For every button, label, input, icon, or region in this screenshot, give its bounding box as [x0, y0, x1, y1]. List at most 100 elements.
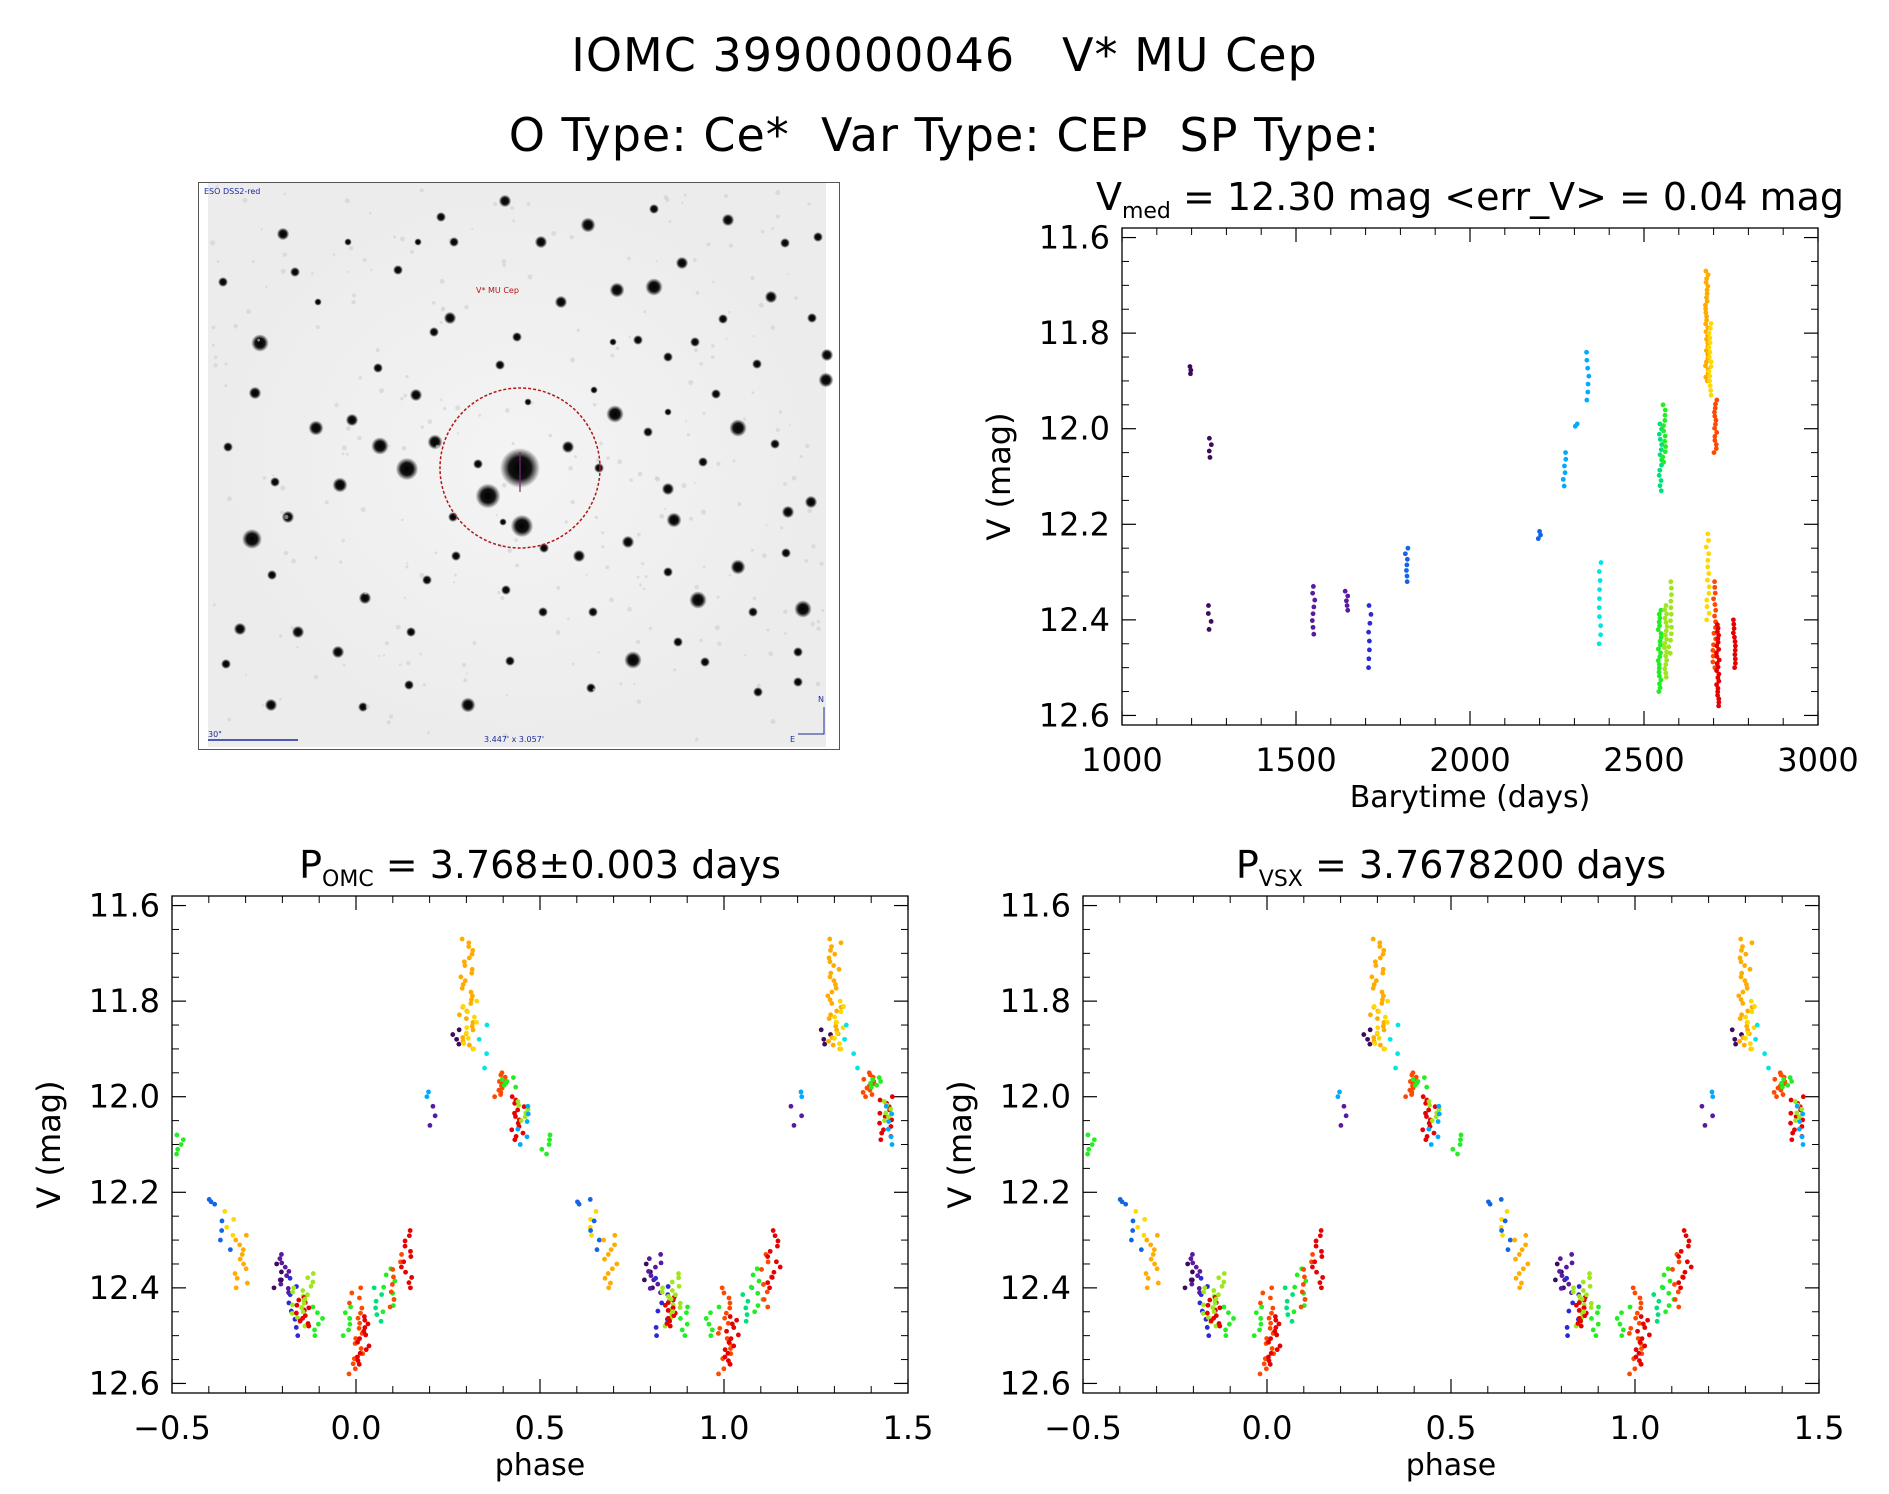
finder-north-label: N	[818, 695, 824, 704]
data-point	[1519, 1280, 1524, 1286]
finder-star	[510, 514, 534, 538]
x-tick-label: 3000	[1777, 741, 1858, 779]
data-point	[1710, 659, 1716, 665]
data-point	[355, 1315, 361, 1321]
data-point	[1436, 1111, 1442, 1117]
data-point	[836, 966, 842, 972]
data-point	[828, 970, 834, 976]
data-point	[1410, 1077, 1416, 1082]
data-point	[471, 1014, 477, 1020]
data-point	[1380, 1023, 1386, 1029]
data-point	[1651, 1292, 1657, 1297]
data-point	[1219, 1283, 1225, 1289]
data-point	[373, 1298, 379, 1304]
data-point	[878, 1137, 884, 1143]
finder-survey-label: ESO DSS2-red	[204, 187, 260, 196]
data-point	[1684, 1259, 1690, 1265]
data-point	[1598, 632, 1604, 638]
data-point	[1766, 1065, 1771, 1071]
data-point	[520, 1130, 526, 1136]
data-point	[547, 1137, 552, 1143]
data-point	[358, 1285, 364, 1291]
finder-background-speck	[419, 572, 425, 578]
data-point	[468, 1001, 474, 1006]
data-point	[646, 1269, 651, 1274]
finder-background-speck	[360, 506, 366, 513]
data-point	[724, 1336, 730, 1341]
data-point	[1216, 1275, 1222, 1281]
data-point	[1789, 1137, 1795, 1143]
finder-background-speck	[681, 483, 687, 489]
finder-background-speck	[629, 478, 633, 482]
finder-background-speck	[500, 596, 505, 601]
data-point	[703, 1316, 709, 1321]
data-point	[484, 1051, 489, 1057]
data-point	[476, 1036, 482, 1042]
finder-background-speck	[673, 668, 677, 672]
plot-title-symbol: P	[299, 843, 322, 887]
finder-background-speck	[211, 343, 215, 347]
data-point	[1713, 607, 1719, 613]
finder-background-speck	[564, 520, 569, 524]
data-point	[772, 1233, 778, 1239]
finder-star	[633, 335, 643, 345]
data-point	[1740, 1001, 1746, 1006]
data-point	[1663, 628, 1669, 634]
data-point	[1312, 597, 1318, 603]
data-point	[1091, 1137, 1097, 1143]
data-point	[834, 1030, 840, 1036]
finder-background-speck	[526, 202, 531, 206]
data-point	[1587, 1271, 1592, 1276]
data-point	[212, 1201, 218, 1207]
data-point	[1317, 1233, 1323, 1239]
data-point	[1663, 619, 1669, 625]
x-tick-label: 1500	[1255, 741, 1336, 779]
data-point	[1261, 1361, 1267, 1367]
data-point	[1450, 1146, 1456, 1152]
data-point	[608, 1247, 614, 1253]
data-point	[1257, 1327, 1262, 1333]
data-point	[1277, 1343, 1283, 1349]
data-point	[765, 1259, 771, 1265]
finder-background-speck	[716, 595, 720, 599]
data-point	[1435, 1119, 1441, 1124]
data-point	[759, 1267, 764, 1272]
data-point	[1368, 612, 1374, 617]
data-point	[1668, 598, 1674, 604]
data-point	[1663, 444, 1668, 449]
data-point	[708, 1333, 714, 1339]
data-point	[1535, 536, 1541, 542]
chart-title-line1: IOMC 3990000046 V* MU Cep	[571, 28, 1318, 82]
finder-star	[414, 238, 422, 246]
data-point	[1706, 610, 1712, 616]
finder-background-speck	[419, 188, 424, 193]
data-point	[1779, 1080, 1784, 1086]
data-point	[1458, 1137, 1463, 1143]
finder-background-speck	[210, 240, 216, 246]
data-point	[465, 1035, 471, 1041]
data-point	[826, 955, 832, 961]
finder-background-speck	[246, 309, 252, 315]
finder-star	[609, 338, 617, 346]
data-point	[1661, 1272, 1667, 1278]
data-point	[1617, 1321, 1623, 1327]
data-point	[461, 1041, 467, 1047]
data-point	[1668, 605, 1674, 611]
finder-background-speck	[768, 651, 774, 657]
data-point	[1343, 1113, 1349, 1119]
finder-background-speck	[752, 596, 757, 601]
data-point	[1787, 1075, 1793, 1080]
finder-background-speck	[548, 433, 553, 438]
data-point	[1657, 436, 1663, 442]
data-point	[498, 1072, 504, 1078]
data-point	[1707, 378, 1712, 384]
data-point	[1716, 703, 1722, 709]
finder-star	[554, 295, 568, 309]
data-point	[353, 1336, 359, 1341]
data-point	[1779, 1084, 1785, 1090]
data-point	[295, 1333, 301, 1339]
data-point	[683, 1310, 689, 1316]
finder-star	[664, 408, 672, 416]
data-point	[1658, 447, 1664, 453]
data-point	[729, 1321, 735, 1327]
